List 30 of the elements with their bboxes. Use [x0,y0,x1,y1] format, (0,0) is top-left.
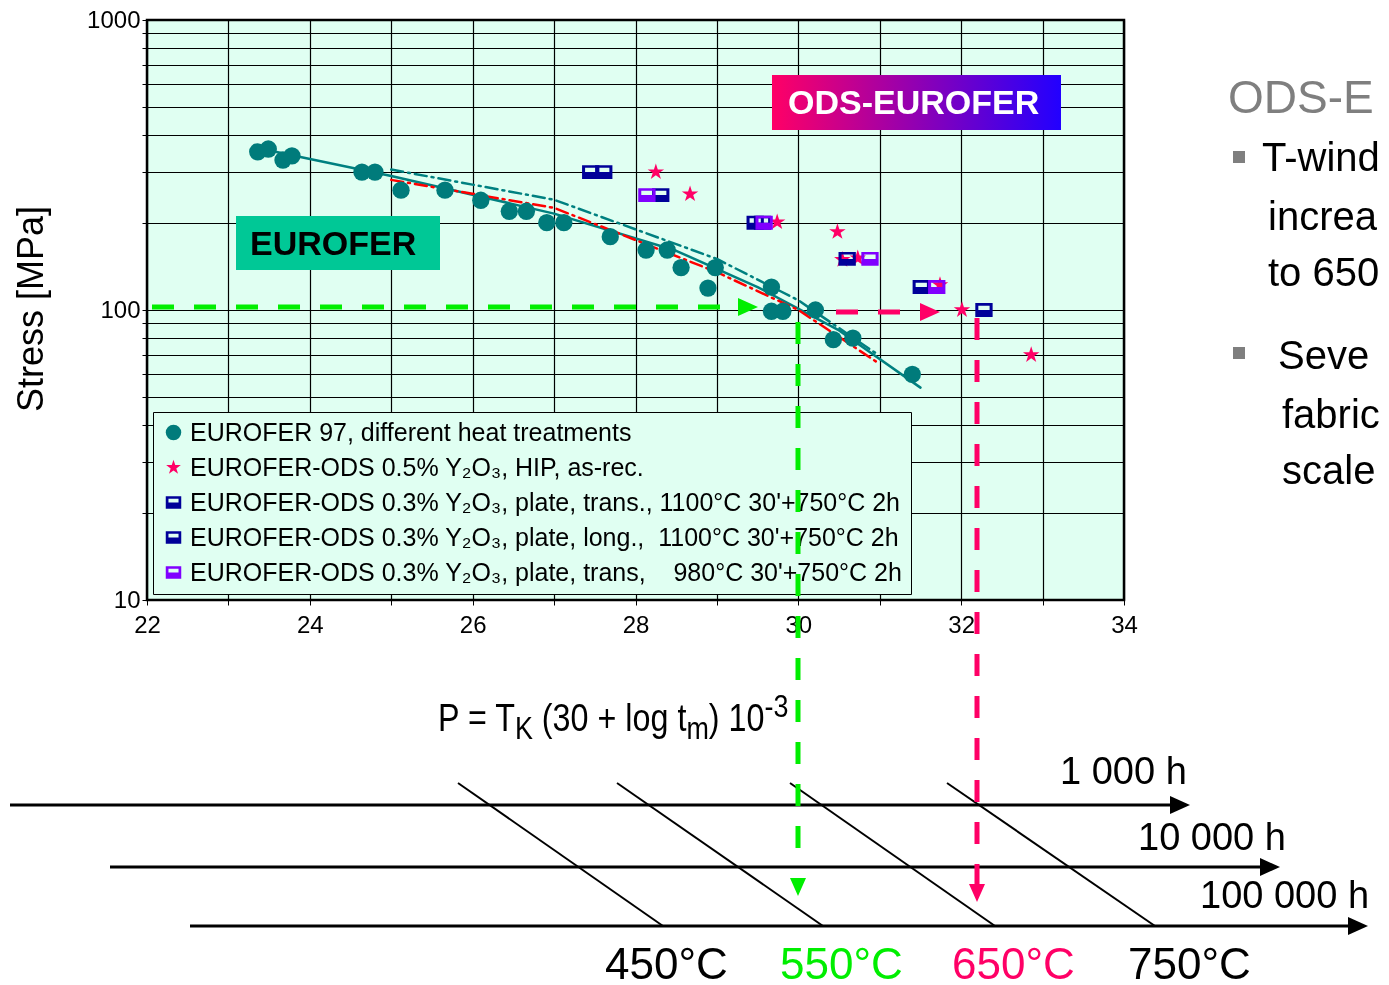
x-tick-label: 34 [1111,610,1138,638]
x-tick-label: 24 [296,610,324,638]
text: Seve [1278,333,1370,377]
legend-label: EUROFER 97, different heat treatments [190,417,632,446]
x-tick-label: 28 [622,610,650,638]
annotation: ODS-EUROFER [772,75,1062,130]
y-axis-title: Stress [MPa] [10,205,52,412]
text: 100 000 h [1200,874,1370,916]
text: 10 000 h [1138,816,1286,858]
x-tick-label: 22 [134,610,161,638]
text: 1 000 h [1060,750,1187,792]
text: scale [1282,448,1376,492]
text: 450°C [605,939,728,985]
text: ODS-E [1228,71,1374,123]
y-tick-label: 1000 [87,5,141,33]
x-tick-label: 26 [459,610,487,638]
text: 550°C [780,939,903,985]
text: 650°C [952,939,1075,985]
text: 750°C [1128,939,1251,985]
text: T-wind [1262,135,1380,179]
y-tick-label: 100 [100,295,141,323]
legend-label: EUROFER-ODS 0.5% Y₂O₃, HIP, as-rec. [190,452,644,481]
x-tick-label: 32 [948,610,976,638]
y-tick-label: 10 [113,585,141,613]
text: to 650 [1268,250,1380,294]
text: increa [1268,194,1377,238]
x-axis-title: P = T$_{K}$ (30 + log t$_{m}$) 10$^{-3}$ [438,688,789,748]
legend-label: EUROFER-ODS 0.3% Y₂O₃, plate, trans, 980°C 30'+750°C 2h [190,557,902,586]
annotation: EUROFER [236,216,441,270]
text: fabric [1282,392,1380,436]
